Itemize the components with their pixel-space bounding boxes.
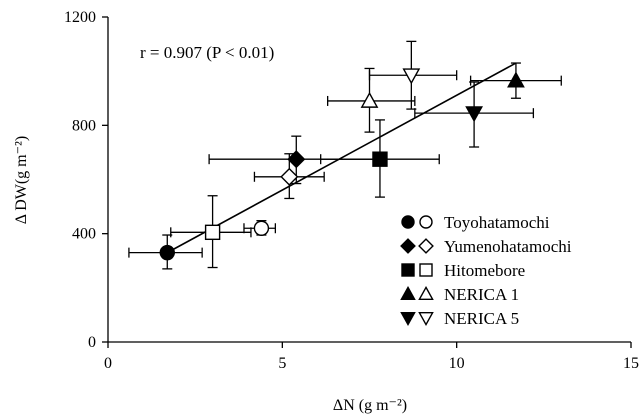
legend-label: Hitomebore: [444, 261, 525, 280]
data-point: [287, 150, 306, 169]
data-point: [372, 151, 388, 167]
regression-line: [166, 62, 517, 254]
x-tick-label: 0: [104, 355, 112, 372]
data-point-group: [243, 220, 277, 236]
legend-label: Yumenohatamochi: [444, 237, 572, 256]
data-point-group: [170, 195, 252, 269]
data-point-group: [253, 153, 325, 200]
legend-marker-filled: [401, 215, 415, 229]
x-tick-label: 15: [623, 355, 639, 372]
data-point: [159, 244, 175, 261]
y-tick-label: 0: [88, 334, 96, 351]
legend-marker-filled: [400, 312, 416, 327]
legend-entry: NERICA 1: [400, 285, 519, 304]
correlation-annotation: r = 0.907 (P < 0.01): [140, 43, 274, 62]
x-tick-label: 10: [449, 355, 465, 372]
legend: Toyohatamochi Yumenohatamochi Hitomebore NE…: [400, 213, 572, 328]
data-point: [253, 220, 270, 236]
legend-marker-open: [418, 285, 434, 300]
legend-label: NERICA 5: [444, 309, 519, 328]
legend-marker-open: [419, 215, 433, 229]
legend-entry: Toyohatamochi: [401, 213, 550, 232]
data-point: [280, 167, 299, 186]
data-point: [465, 106, 483, 123]
data-point-group: [469, 62, 562, 99]
x-tick-label: 5: [278, 355, 286, 372]
legend-entry: NERICA 5: [400, 309, 519, 328]
legend-label: NERICA 1: [444, 285, 519, 304]
y-tick-label: 1200: [64, 9, 96, 26]
legend-marker-open: [418, 238, 434, 254]
data-point-group: [128, 234, 203, 270]
legend-marker-filled: [400, 238, 416, 254]
regression-line-group: [166, 62, 517, 254]
data-point: [402, 68, 421, 85]
y-axis-label: Δ DW(g m⁻²): [13, 136, 30, 224]
y-tick-label: 400: [72, 226, 96, 243]
data-point-group: [414, 81, 535, 148]
legend-entry: Hitomebore: [401, 261, 525, 280]
legend-marker-filled: [401, 263, 415, 277]
y-tick-label: 800: [72, 117, 96, 134]
legend-label: Toyohatamochi: [444, 213, 550, 232]
legend-marker-filled: [400, 285, 416, 300]
data-point: [507, 71, 525, 88]
data-point-group: [320, 119, 440, 198]
data-point-group: [327, 67, 416, 133]
legend-marker-open: [418, 312, 434, 327]
legend-marker-open: [419, 263, 433, 277]
data-point-group: [368, 40, 458, 110]
data-points: [128, 40, 562, 270]
data-point: [204, 224, 221, 241]
legend-entry: Yumenohatamochi: [400, 237, 572, 256]
data-point: [360, 91, 379, 108]
axes: 0 5 10 15 0 400 800 1200: [64, 9, 639, 372]
x-axis-label: ΔN (g m⁻²): [333, 397, 407, 414]
